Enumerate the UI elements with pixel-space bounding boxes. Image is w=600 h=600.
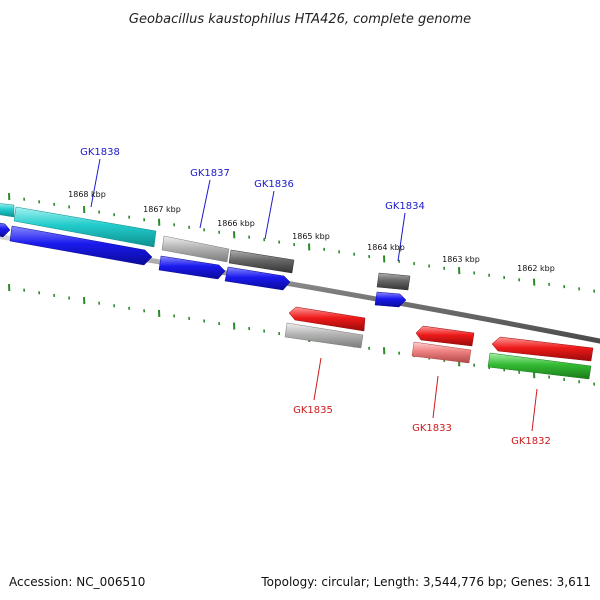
kbp-label-1862: 1862 kbp — [517, 264, 555, 273]
kbp-label-1865: 1865 kbp — [292, 232, 330, 241]
leader-line-GK1834 — [397, 212, 406, 262]
gene-label-GK1837[interactable]: GK1837 — [190, 168, 230, 179]
kbp-label-1866: 1866 kbp — [217, 219, 255, 228]
gene-arrow-GK1833[interactable] — [415, 325, 475, 347]
gene-arrow-blue-4[interactable] — [374, 291, 407, 308]
gene-arrow-GK1838[interactable] — [13, 206, 157, 248]
gene-arrow-blue-partial[interactable] — [0, 222, 11, 238]
gene-arrow-gray-1835[interactable] — [284, 322, 364, 349]
gene-arrow-GK1837[interactable] — [161, 235, 230, 263]
kbp-label-1864: 1864 kbp — [367, 243, 405, 252]
gene-arrow-GK1834[interactable] — [376, 272, 411, 291]
forward-gene-labels: GK1838 GK1837 GK1836 GK1834 — [80, 147, 425, 262]
accession-text: Accession: NC_006510 — [9, 575, 145, 589]
leader-line-GK1837 — [199, 179, 211, 229]
reverse-gene-labels: GK1835 GK1833 GK1832 — [293, 357, 551, 447]
kbp-label-1863: 1863 kbp — [442, 255, 480, 264]
leader-line-GK1832 — [531, 388, 538, 432]
gene-arrow-GK1836[interactable] — [228, 249, 295, 274]
leader-line-GK1836 — [264, 190, 275, 240]
gene-arrow-blue-2[interactable] — [158, 255, 226, 280]
leader-line-GK1838 — [90, 158, 101, 208]
gene-arrow-green-1832[interactable] — [487, 352, 592, 380]
forward-gene-track — [0, 203, 411, 308]
gene-arrow-blue-1[interactable] — [9, 225, 153, 266]
gene-arrow-pink-1833[interactable] — [411, 341, 472, 364]
reverse-gene-track — [284, 306, 594, 380]
gene-arrow-blue-3[interactable] — [224, 266, 291, 291]
gene-arrow-cyan-partial[interactable] — [0, 203, 15, 218]
genome-title: Geobacillus kaustophilus HTA426, complet… — [129, 12, 471, 27]
topology-stats-text: Topology: circular; Length: 3,544,776 bp… — [260, 575, 591, 589]
gene-label-GK1838[interactable]: GK1838 — [80, 147, 120, 158]
leader-line-GK1835 — [313, 357, 322, 401]
gene-arrow-GK1832[interactable] — [491, 336, 594, 362]
gene-arrow-GK1835[interactable] — [288, 306, 366, 332]
leader-line-GK1833 — [432, 375, 439, 419]
gene-label-GK1834[interactable]: GK1834 — [385, 201, 425, 212]
gene-label-GK1835[interactable]: GK1835 — [293, 405, 333, 416]
kbp-label-1868: 1868 kbp — [68, 190, 106, 199]
gene-label-GK1833[interactable]: GK1833 — [412, 423, 452, 434]
kbp-label-1867: 1867 kbp — [143, 205, 181, 214]
outer-tick-row — [8, 193, 596, 293]
gene-label-GK1836[interactable]: GK1836 — [254, 179, 294, 190]
kbp-scale: 1868 kbp 1867 kbp 1866 kbp 1865 kbp 1864… — [68, 190, 555, 273]
gene-label-GK1832[interactable]: GK1832 — [511, 436, 551, 447]
